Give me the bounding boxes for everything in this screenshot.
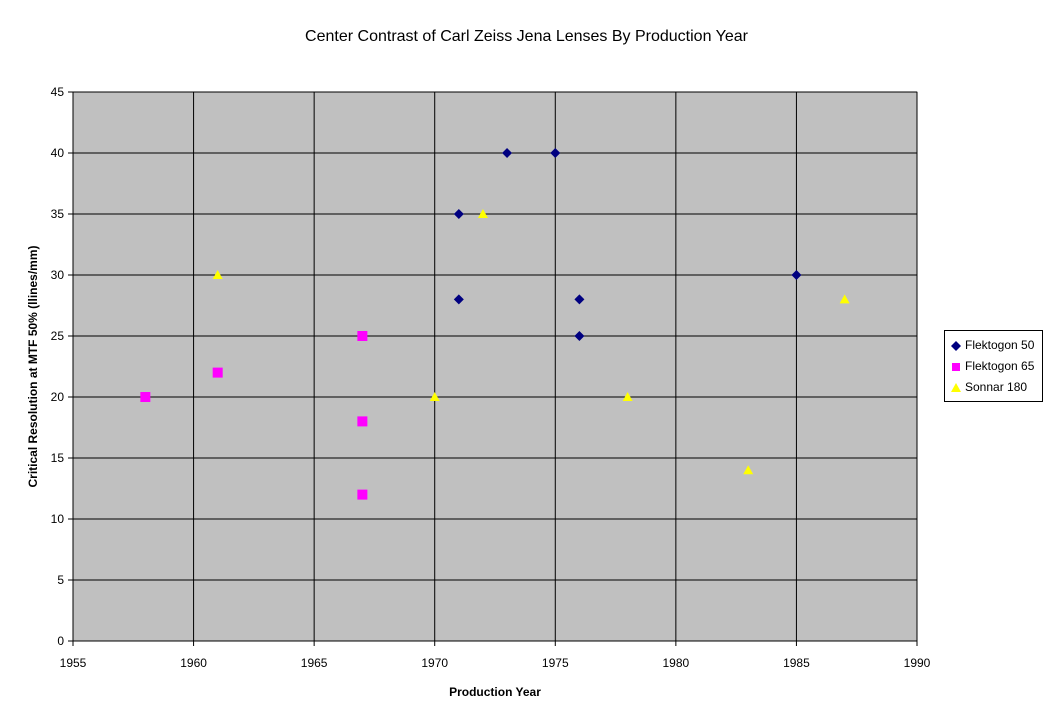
- data-point-sonnar-180: [622, 392, 633, 401]
- plot-area: [72, 91, 918, 642]
- legend-label: Sonnar 180: [965, 380, 1028, 394]
- x-tick-label: 1980: [663, 656, 690, 670]
- y-axis-label: Critical Resolution at MTF 50% (llines/m…: [26, 245, 40, 487]
- legend-label: Flektogon 50: [965, 338, 1035, 352]
- diamond-marker-icon: [951, 340, 961, 351]
- data-point-flektogon-50: [502, 148, 513, 158]
- data-point-sonnar-180: [743, 465, 754, 475]
- y-tick-label: 5: [57, 573, 64, 587]
- x-tick-label: 1965: [301, 656, 328, 670]
- y-tick-label: 10: [51, 512, 65, 526]
- data-point-flektogon-65: [212, 367, 223, 378]
- data-point-sonnar-180: [429, 392, 440, 401]
- data-point-flektogon-50: [550, 148, 561, 158]
- x-axis-label: Production Year: [449, 685, 541, 699]
- y-tick-label: 0: [57, 634, 64, 648]
- data-point-flektogon-65: [140, 392, 151, 402]
- data-point-sonnar-180: [477, 209, 488, 218]
- legend-label: Flektogon 65: [965, 359, 1035, 373]
- y-tick-label: 30: [51, 268, 65, 282]
- legend-item-sonnar-180: Sonnar 180: [951, 377, 1042, 398]
- y-tick-label: 25: [51, 329, 65, 343]
- data-point-flektogon-50: [574, 331, 585, 341]
- y-tick-label: 20: [51, 390, 65, 404]
- x-tick-label: 1990: [904, 656, 931, 670]
- x-tick-label: 1960: [180, 656, 207, 670]
- y-tick-label: 15: [51, 451, 65, 465]
- data-point-flektogon-65: [357, 331, 368, 341]
- y-tick-label: 45: [51, 85, 65, 99]
- triangle-marker-icon: [951, 382, 961, 393]
- data-point-flektogon-65: [357, 416, 368, 427]
- x-tick-label: 1955: [60, 656, 87, 670]
- legend-item-flektogon-65: Flektogon 65: [951, 356, 1042, 377]
- x-tick-label: 1985: [783, 656, 810, 670]
- square-marker-icon: [951, 362, 961, 372]
- chart-title: Center Contrast of Carl Zeiss Jena Lense…: [305, 28, 748, 45]
- data-point-flektogon-50: [791, 270, 802, 280]
- data-point-sonnar-180: [839, 294, 850, 304]
- data-point-flektogon-65: [357, 489, 368, 500]
- data-point-flektogon-50: [453, 209, 464, 219]
- legend-item-flektogon-50: Flektogon 50: [951, 335, 1042, 356]
- y-tick-label: 40: [51, 146, 65, 160]
- data-point-flektogon-50: [574, 294, 585, 305]
- legend: Flektogon 50 Flektogon 65 Sonnar 180: [944, 330, 1043, 402]
- data-point-flektogon-50: [453, 294, 464, 305]
- x-tick-label: 1970: [421, 656, 448, 670]
- y-tick-label: 35: [51, 207, 65, 221]
- data-point-sonnar-180: [212, 270, 223, 279]
- x-tick-label: 1975: [542, 656, 569, 670]
